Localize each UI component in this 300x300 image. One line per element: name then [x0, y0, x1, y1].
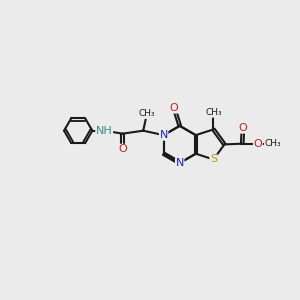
Text: S: S: [210, 154, 217, 164]
Text: O: O: [254, 139, 262, 149]
Text: N: N: [176, 158, 184, 168]
Text: CH₃: CH₃: [264, 139, 281, 148]
Text: N: N: [159, 130, 168, 140]
Text: CH₃: CH₃: [205, 108, 222, 117]
Text: O: O: [238, 123, 247, 133]
Text: NH: NH: [96, 126, 112, 136]
Text: O: O: [118, 144, 127, 154]
Text: O: O: [170, 103, 178, 113]
Text: CH₃: CH₃: [139, 110, 155, 118]
